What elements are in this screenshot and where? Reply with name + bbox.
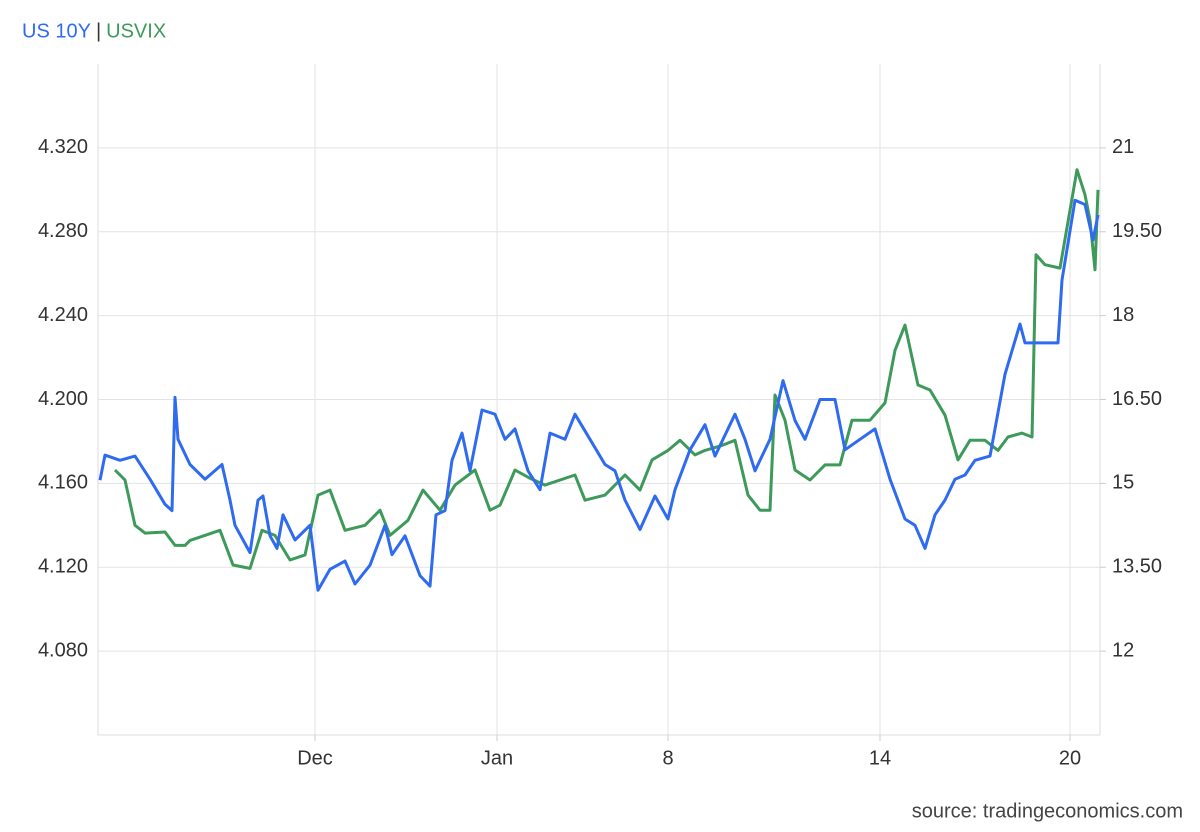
y2-tick-label: 21 [1112, 136, 1134, 158]
x-tick-label: 14 [869, 747, 891, 769]
y-tick-label: 4.080 [38, 639, 88, 661]
legend-entry: USVIX [106, 20, 166, 42]
x-tick-label: Dec [297, 747, 333, 769]
x-tick-label: Jan [481, 747, 513, 769]
y2-tick-label: 16.50 [1112, 388, 1162, 410]
series-line [113, 168, 1100, 570]
y-tick-label: 4.240 [38, 304, 88, 326]
y2-tick-label: 12 [1112, 639, 1134, 661]
y-tick-label: 4.120 [38, 556, 88, 578]
y-tick-label: 4.200 [38, 388, 88, 410]
source-note: source: tradingeconomics.com [912, 800, 1183, 822]
y2-tick-label: 18 [1112, 304, 1134, 326]
y-tick-label: 4.280 [38, 220, 88, 242]
legend-entry: US 10Y [22, 20, 91, 42]
legend-separator: | [96, 20, 101, 42]
y-tick-label: 4.320 [38, 136, 88, 158]
y2-tick-label: 15 [1112, 472, 1134, 494]
x-tick-label: 20 [1059, 747, 1081, 769]
x-tick-label: 8 [662, 747, 673, 769]
y-tick-label: 4.160 [38, 472, 88, 494]
y2-tick-label: 19.50 [1112, 220, 1162, 242]
y2-tick-label: 13.50 [1112, 556, 1162, 578]
series-line [98, 198, 1100, 592]
